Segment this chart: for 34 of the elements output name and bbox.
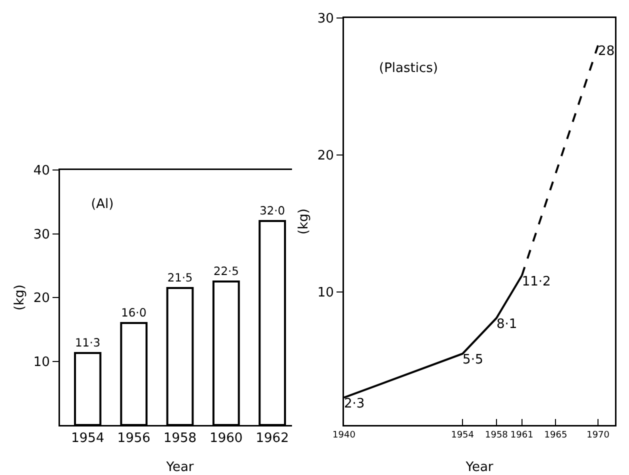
x-tick-label: 1961	[510, 430, 534, 440]
data-label: 28	[598, 44, 615, 60]
annotation: (Al)	[91, 197, 114, 212]
x-axis-title: Year	[165, 460, 194, 475]
x-tick-label: 1940	[332, 430, 356, 440]
y-tick-label: 10	[33, 354, 50, 370]
y-tick-label: 20	[317, 148, 334, 164]
x-tick-label: 1962	[256, 431, 289, 446]
data-label: 8·1	[496, 316, 518, 332]
x-tick-label: 1956	[117, 431, 150, 446]
x-tick-label: 1954	[451, 430, 474, 440]
data-label: 11·3	[75, 335, 100, 350]
data-label: 11·2	[522, 274, 551, 290]
y-tick-label: 30	[317, 12, 334, 27]
data-label: 5·5	[462, 352, 484, 368]
x-tick-label: 1965	[544, 430, 568, 440]
data-label: 32·0	[260, 203, 285, 218]
y-tick-label: 40	[33, 164, 50, 179]
y-tick-label: 20	[33, 291, 50, 306]
x-tick-label: 1970	[586, 430, 610, 440]
y-tick-label: 30	[33, 227, 50, 242]
x-tick-label: 1954	[71, 431, 104, 446]
data-label: 21·5	[167, 270, 193, 284]
data-label: 2·3	[344, 396, 365, 412]
y-tick-label: 10	[317, 286, 334, 301]
y-axis-title: (kg)	[12, 284, 28, 310]
x-tick-label: 1958	[163, 431, 197, 446]
x-tick-label: 1960	[210, 431, 243, 446]
data-label: 16·0	[121, 305, 147, 320]
y-axis-title: (kg)	[296, 208, 312, 234]
x-axis-title: Year	[464, 460, 494, 475]
x-tick-label: 1958	[484, 430, 508, 440]
data-label: 22·5	[213, 264, 239, 278]
annotation: (Plastics)	[379, 61, 438, 76]
